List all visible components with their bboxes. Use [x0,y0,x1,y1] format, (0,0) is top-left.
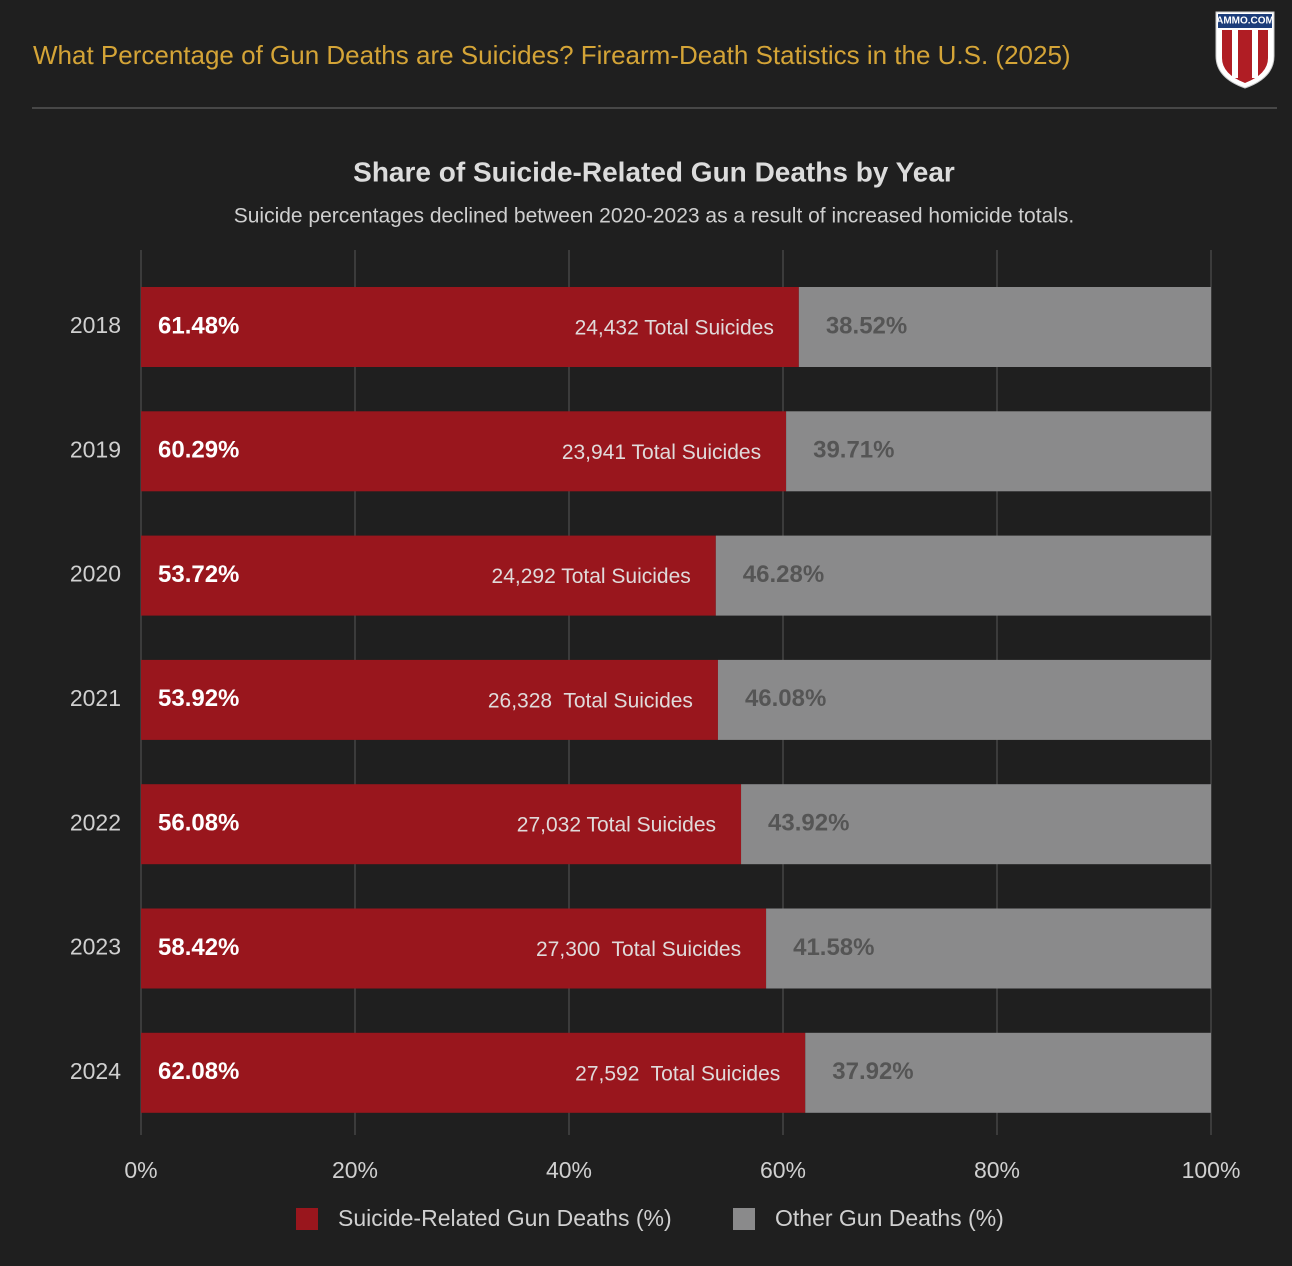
value-label: 60.29% [158,437,239,464]
bar-segment [141,908,767,989]
bar-segment [717,659,1211,740]
y-tick-label: 2022 [70,809,121,835]
logo-text: AMMO.COM [1216,16,1274,27]
annotation: 27,592 Total Suicides [575,1062,780,1085]
value-label: 61.48% [158,312,239,339]
bar-segment [141,535,716,616]
bar-segment [786,411,1211,492]
annotation: 27,300 Total Suicides [536,938,741,961]
value-label: 39.71% [813,437,894,464]
y-tick-label: 2018 [70,312,121,338]
y-tick-label: 2020 [70,561,121,587]
chart-subtitle: Suicide percentages declined between 202… [234,205,1075,228]
x-tick-label: 0% [124,1157,157,1183]
x-tick-label: 20% [332,1157,378,1183]
value-label: 41.58% [793,934,874,961]
y-tick-label: 2021 [70,685,121,711]
annotation: 24,432 Total Suicides [575,317,774,340]
x-tick-label: 100% [1182,1157,1241,1183]
chart-title: Share of Suicide-Related Gun Deaths by Y… [353,156,955,187]
bar-segment [805,1032,1211,1113]
bar-segment [141,411,787,492]
bar-segment [715,535,1211,616]
y-tick-label: 2024 [70,1058,121,1084]
x-tick-label: 60% [760,1157,806,1183]
bar-segment [141,287,799,367]
value-label: 46.08% [745,685,826,712]
value-label: 43.92% [768,810,849,837]
bar-segment [141,1032,806,1113]
bar-segment [141,784,742,865]
value-label: 58.42% [158,934,239,961]
header-title: What Percentage of Gun Deaths are Suicid… [33,40,1071,70]
value-label: 38.52% [826,312,907,339]
value-label: 56.08% [158,810,239,837]
y-tick-label: 2023 [70,934,121,960]
value-label: 53.92% [158,685,239,712]
value-label: 53.72% [158,561,239,588]
value-label: 62.08% [158,1058,239,1085]
legend-swatch [733,1208,755,1230]
bar-segment [798,287,1211,367]
annotation: 23,941 Total Suicides [562,441,761,464]
y-tick-label: 2019 [70,436,121,462]
legend-swatch [296,1208,318,1230]
logo: AMMO.COM [1215,11,1275,89]
legend-label: Other Gun Deaths (%) [775,1205,1004,1231]
annotation: 24,292 Total Suicides [492,565,691,588]
x-tick-label: 40% [546,1157,592,1183]
value-label: 46.28% [743,561,824,588]
x-tick-label: 80% [974,1157,1020,1183]
bar-segment [141,659,718,740]
bar-segment [741,784,1211,865]
bar-segment [766,908,1211,989]
annotation: 27,032 Total Suicides [517,814,716,837]
value-label: 37.92% [832,1058,913,1085]
annotation: 26,328 Total Suicides [488,689,693,712]
legend-label: Suicide-Related Gun Deaths (%) [338,1205,672,1231]
